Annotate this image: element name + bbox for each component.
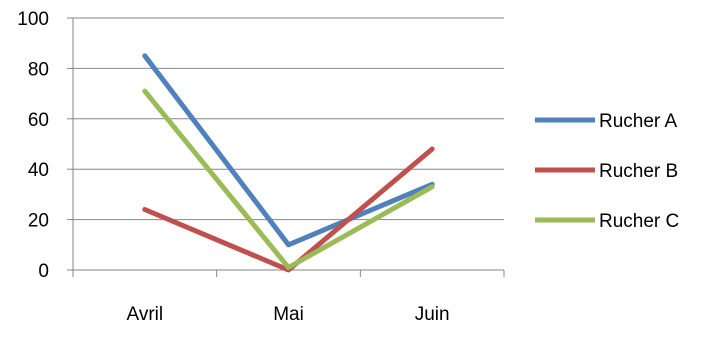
x-tick-label: Mai [273, 304, 304, 325]
x-tick-label: Juin [415, 304, 450, 325]
legend-label: Rucher B [599, 161, 678, 182]
legend-label: Rucher C [599, 211, 679, 232]
y-tick-label: 80 [28, 59, 49, 80]
series-line [142, 88, 435, 270]
y-tick-label: 100 [17, 9, 49, 30]
y-tick-label: 20 [28, 211, 49, 232]
x-tick-label: Avril [127, 304, 164, 325]
y-tick-label: 60 [28, 110, 49, 131]
legend-label: Rucher A [599, 111, 677, 132]
y-tick-label: 40 [28, 160, 49, 181]
series-line [142, 53, 435, 248]
y-tick-label: 0 [38, 261, 49, 282]
